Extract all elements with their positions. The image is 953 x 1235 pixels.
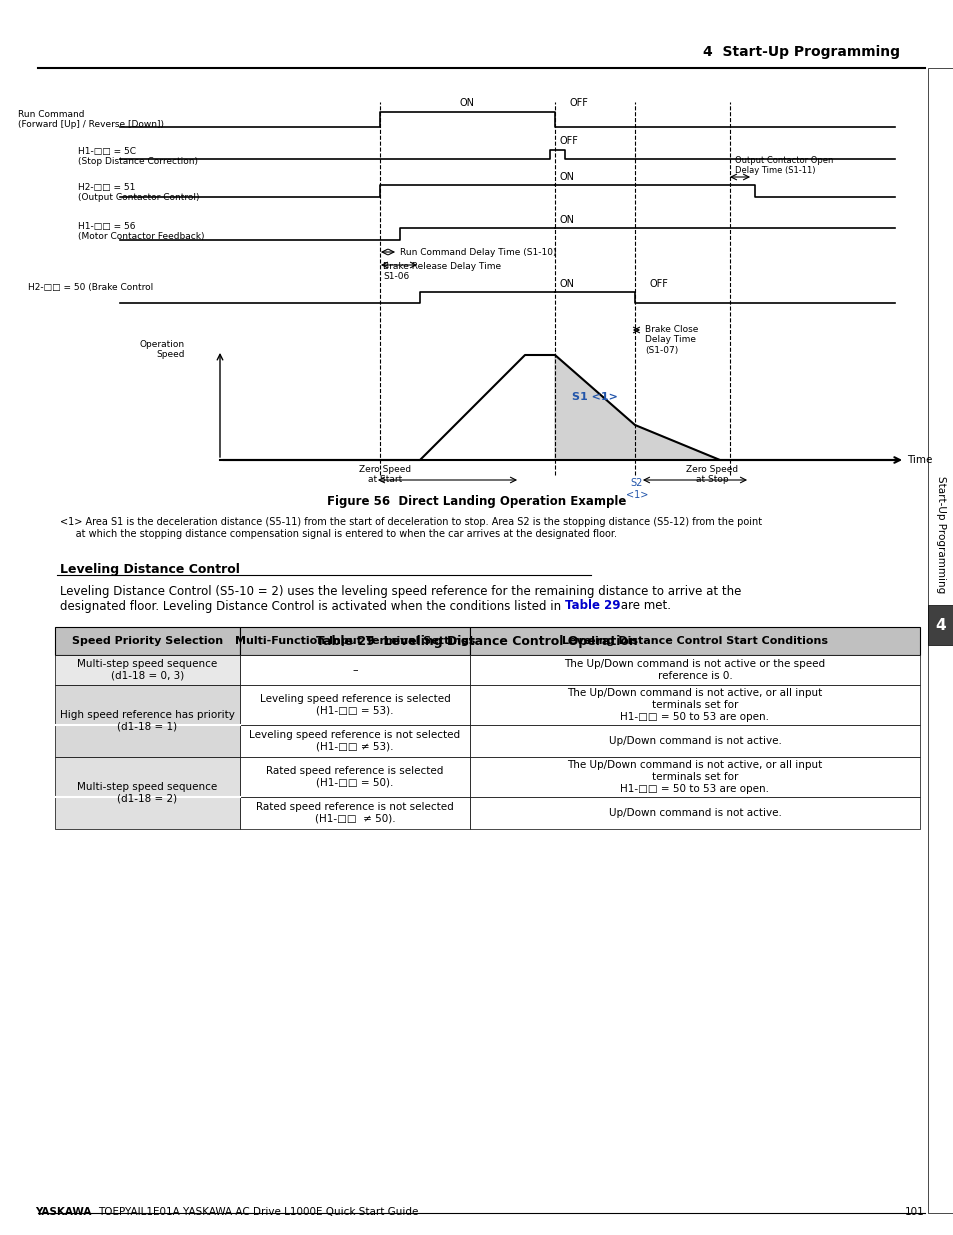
FancyBboxPatch shape: [240, 655, 470, 685]
Text: Table 29: Table 29: [564, 599, 619, 613]
FancyBboxPatch shape: [470, 655, 919, 685]
Text: Leveling Distance Control Start Conditions: Leveling Distance Control Start Conditio…: [561, 636, 827, 646]
Text: 4: 4: [935, 618, 945, 632]
FancyBboxPatch shape: [55, 797, 240, 829]
Text: ON: ON: [559, 279, 575, 289]
Text: Multi-Function Input Terminal Settings: Multi-Function Input Terminal Settings: [234, 636, 475, 646]
Text: Zero Speed
at Stop: Zero Speed at Stop: [686, 466, 738, 484]
Text: Table 29  Leveling Distance Control Operation: Table 29 Leveling Distance Control Opera…: [315, 635, 638, 648]
Text: Run Command Delay Time (S1-10): Run Command Delay Time (S1-10): [399, 248, 556, 257]
Text: Figure 56  Direct Landing Operation Example: Figure 56 Direct Landing Operation Examp…: [327, 495, 626, 508]
FancyBboxPatch shape: [470, 725, 919, 757]
Text: The Up/Down command is not active, or all input
terminals set for
H1-□□ = 50 to : The Up/Down command is not active, or al…: [567, 761, 821, 794]
Text: H2-□□ = 51
(Output Contactor Control): H2-□□ = 51 (Output Contactor Control): [78, 183, 199, 203]
Text: Output Contactor Open
Delay Time (S1-11): Output Contactor Open Delay Time (S1-11): [734, 156, 833, 175]
FancyBboxPatch shape: [240, 685, 470, 725]
Text: S2
<1>: S2 <1>: [625, 478, 647, 500]
FancyBboxPatch shape: [240, 627, 470, 655]
Text: Leveling speed reference is selected
(H1-□□ = 53).: Leveling speed reference is selected (H1…: [259, 694, 450, 716]
Text: ON: ON: [559, 172, 575, 182]
FancyBboxPatch shape: [470, 757, 919, 797]
Text: <1> Area S1 is the deceleration distance (S5-11) from the start of deceleration : <1> Area S1 is the deceleration distance…: [60, 517, 761, 538]
Text: Leveling speed reference is not selected
(H1-□□ ≠ 53).: Leveling speed reference is not selected…: [249, 730, 460, 752]
FancyBboxPatch shape: [240, 797, 470, 829]
Text: Brake Release Delay Time
S1-06: Brake Release Delay Time S1-06: [382, 262, 500, 282]
Text: Zero Speed
at Start: Zero Speed at Start: [358, 466, 411, 484]
Text: Multi-step speed sequence
(d1-18 = 0, 3): Multi-step speed sequence (d1-18 = 0, 3): [77, 659, 217, 680]
Text: Leveling Distance Control: Leveling Distance Control: [60, 563, 239, 576]
Text: Time: Time: [906, 454, 931, 466]
FancyBboxPatch shape: [470, 797, 919, 829]
Text: OFF: OFF: [649, 279, 668, 289]
Text: Rated speed reference is not selected
(H1-□□  ≠ 50).: Rated speed reference is not selected (H…: [255, 803, 454, 824]
FancyBboxPatch shape: [240, 725, 470, 757]
Text: 4  Start-Up Programming: 4 Start-Up Programming: [702, 44, 899, 59]
FancyBboxPatch shape: [55, 725, 240, 757]
FancyBboxPatch shape: [470, 685, 919, 725]
Text: OFF: OFF: [559, 136, 578, 146]
FancyBboxPatch shape: [55, 655, 240, 685]
Text: YASKAWA: YASKAWA: [35, 1207, 91, 1216]
Text: Multi-step speed sequence
(d1-18 = 2): Multi-step speed sequence (d1-18 = 2): [77, 782, 217, 804]
Text: H2-□□ = 50 (Brake Control: H2-□□ = 50 (Brake Control: [28, 283, 153, 291]
Text: are met.: are met.: [617, 599, 670, 613]
Text: Start-Up Programming: Start-Up Programming: [935, 477, 945, 594]
Text: Run Command
(Forward [Up] / Reverse [Down]): Run Command (Forward [Up] / Reverse [Dow…: [18, 110, 164, 130]
FancyBboxPatch shape: [240, 757, 470, 797]
FancyBboxPatch shape: [55, 757, 240, 797]
Text: High speed reference has priority
(d1-18 = 1): High speed reference has priority (d1-18…: [60, 710, 234, 732]
Text: ON: ON: [459, 98, 475, 107]
Text: S1 <1>: S1 <1>: [572, 393, 618, 403]
Text: Operation
Speed: Operation Speed: [140, 340, 185, 359]
Text: The Up/Down command is not active or the speed
reference is 0.: The Up/Down command is not active or the…: [564, 659, 824, 680]
Text: The Up/Down command is not active, or all input
terminals set for
H1-□□ = 50 to : The Up/Down command is not active, or al…: [567, 688, 821, 721]
FancyBboxPatch shape: [927, 605, 953, 645]
Text: Up/Down command is not active.: Up/Down command is not active.: [608, 808, 781, 818]
Text: Brake Close
Delay Time
(S1-07): Brake Close Delay Time (S1-07): [644, 325, 698, 354]
FancyBboxPatch shape: [55, 685, 240, 725]
Text: Rated speed reference is selected
(H1-□□ = 50).: Rated speed reference is selected (H1-□□…: [266, 766, 443, 788]
FancyBboxPatch shape: [55, 627, 240, 655]
Text: TOEPYAIL1E01A YASKAWA AC Drive L1000E Quick Start Guide: TOEPYAIL1E01A YASKAWA AC Drive L1000E Qu…: [98, 1207, 418, 1216]
Text: Leveling Distance Control (S5-10 = 2) uses the leveling speed reference for the : Leveling Distance Control (S5-10 = 2) us…: [60, 585, 740, 613]
Polygon shape: [555, 354, 720, 459]
Text: OFF: OFF: [569, 98, 588, 107]
Text: Up/Down command is not active.: Up/Down command is not active.: [608, 736, 781, 746]
Text: H1-□□ = 5C
(Stop Distance Correction): H1-□□ = 5C (Stop Distance Correction): [78, 147, 198, 167]
Text: H1-□□ = 56
(Motor Contactor Feedback): H1-□□ = 56 (Motor Contactor Feedback): [78, 222, 204, 241]
Text: –: –: [352, 664, 357, 676]
Text: Speed Priority Selection: Speed Priority Selection: [71, 636, 223, 646]
FancyBboxPatch shape: [927, 68, 953, 1213]
Text: ON: ON: [559, 215, 575, 225]
Text: 101: 101: [904, 1207, 924, 1216]
FancyBboxPatch shape: [470, 627, 919, 655]
